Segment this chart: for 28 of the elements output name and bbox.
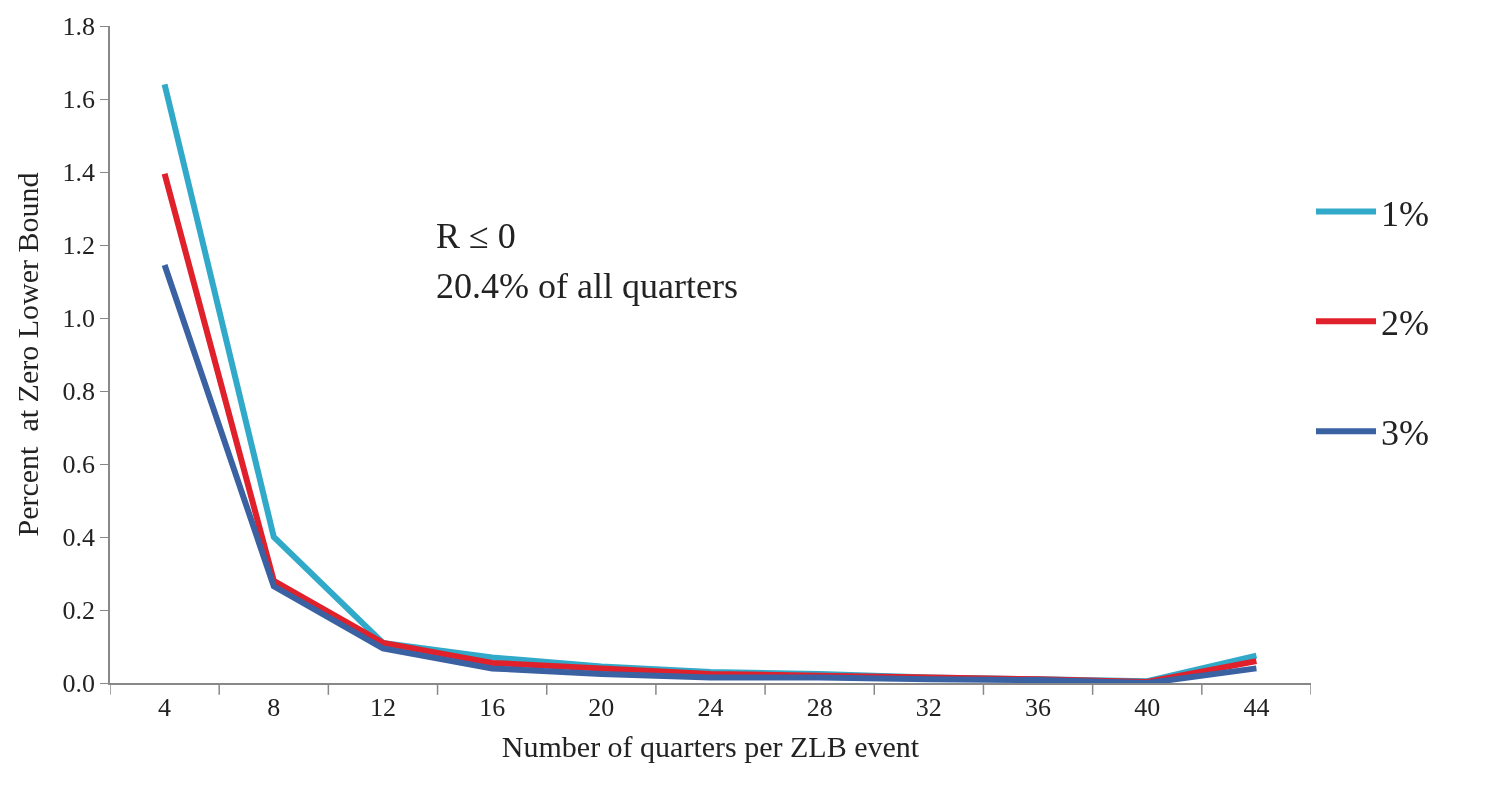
annotation: 20.4% of all quarters <box>436 266 738 306</box>
y-tick-label: 0.2 <box>62 596 96 626</box>
y-tick-label: 0.6 <box>62 450 96 480</box>
legend-label: 3% <box>1381 413 1429 454</box>
x-tick-label: 44 <box>1243 692 1270 722</box>
annotation: R ≤ 0 <box>436 216 516 256</box>
legend-label: 2% <box>1381 303 1429 344</box>
legend-label: 1% <box>1381 193 1429 234</box>
x-tick-label: 36 <box>1025 692 1052 722</box>
y-tick-label: 0.8 <box>62 377 96 407</box>
x-tick-label: 20 <box>588 692 615 722</box>
x-tick-label: 40 <box>1134 692 1161 722</box>
y-tick-label: 0.4 <box>62 523 96 553</box>
x-tick-label: 16 <box>479 692 506 722</box>
x-tick-label: 4 <box>158 692 172 722</box>
y-tick-label: 1.2 <box>62 231 96 261</box>
y-tick-label: 1.8 <box>62 12 96 42</box>
x-tick-label: 28 <box>806 692 833 722</box>
x-tick-label: 32 <box>915 692 942 722</box>
y-tick-label: 1.0 <box>62 304 96 334</box>
y-axis-title: Percent at Zero Lower Bound <box>11 172 45 537</box>
y-tick-label: 1.4 <box>62 158 96 188</box>
x-axis-title: Number of quarters per ZLB event <box>501 729 920 763</box>
y-tick-label: 1.6 <box>62 85 96 115</box>
x-tick-label: 12 <box>369 692 396 722</box>
y-tick-label: 0.0 <box>62 669 96 699</box>
x-tick-label: 24 <box>697 692 724 722</box>
x-tick-label: 8 <box>267 692 281 722</box>
